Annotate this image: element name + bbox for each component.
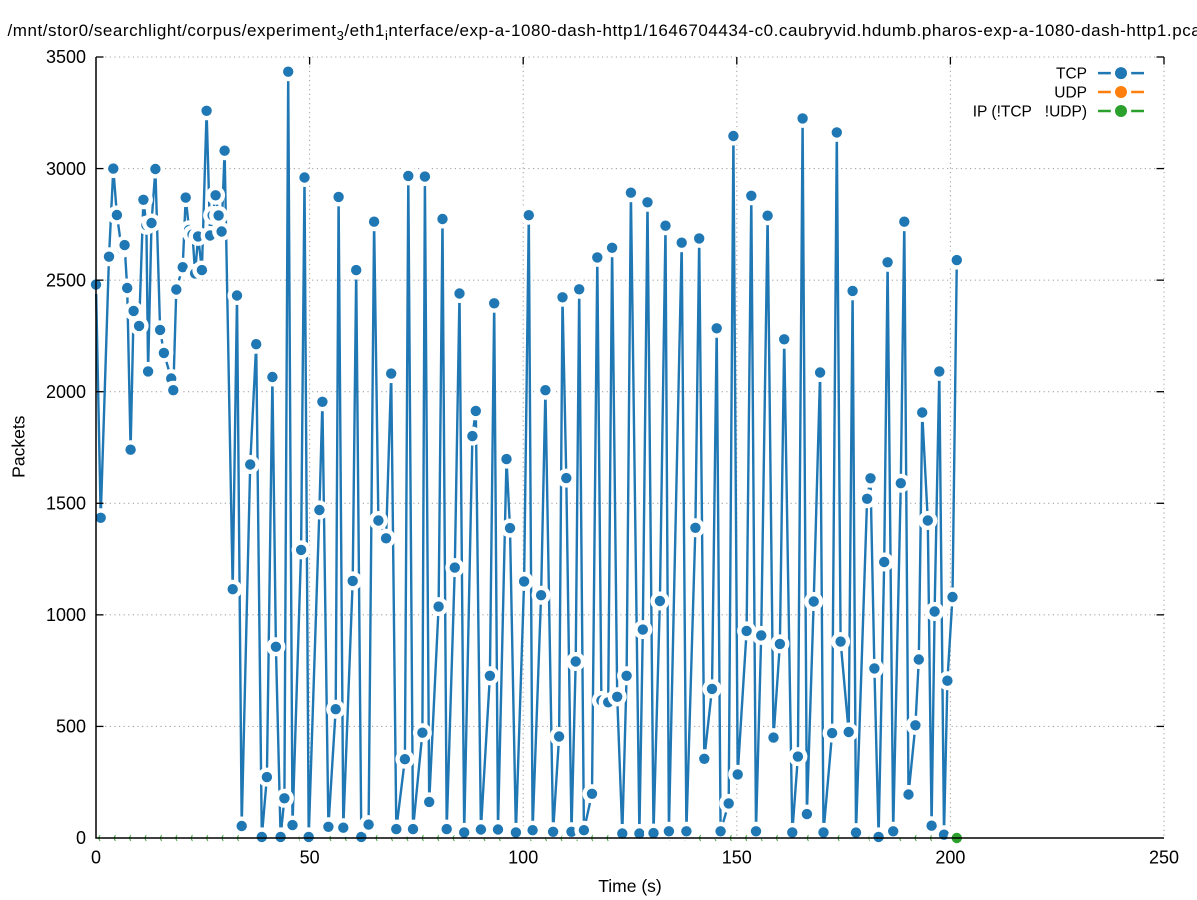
svg-text:TCP: TCP [1056,66,1087,83]
svg-text:100: 100 [508,848,538,868]
svg-text:0: 0 [91,848,101,868]
svg-text:500: 500 [56,717,86,737]
svg-text:200: 200 [935,848,965,868]
svg-text:50: 50 [300,848,320,868]
svg-text:2500: 2500 [46,270,86,290]
svg-text:Time (s): Time (s) [598,876,662,896]
svg-text:2000: 2000 [46,382,86,402]
svg-text:/mnt/stor0/searchlight/corpus/: /mnt/stor0/searchlight/corpus/experiment… [8,21,1197,43]
svg-text:250: 250 [1149,848,1179,868]
svg-text:0: 0 [76,828,86,848]
svg-text:1500: 1500 [46,494,86,514]
svg-text:Packets: Packets [9,415,29,477]
svg-text:IP (!TCP !UDP): IP (!TCP !UDP) [973,103,1087,120]
svg-text:UDP: UDP [1054,84,1087,101]
svg-text:150: 150 [722,848,752,868]
svg-text:3000: 3000 [46,159,86,179]
svg-text:1000: 1000 [46,605,86,625]
svg-text:3500: 3500 [46,47,86,67]
